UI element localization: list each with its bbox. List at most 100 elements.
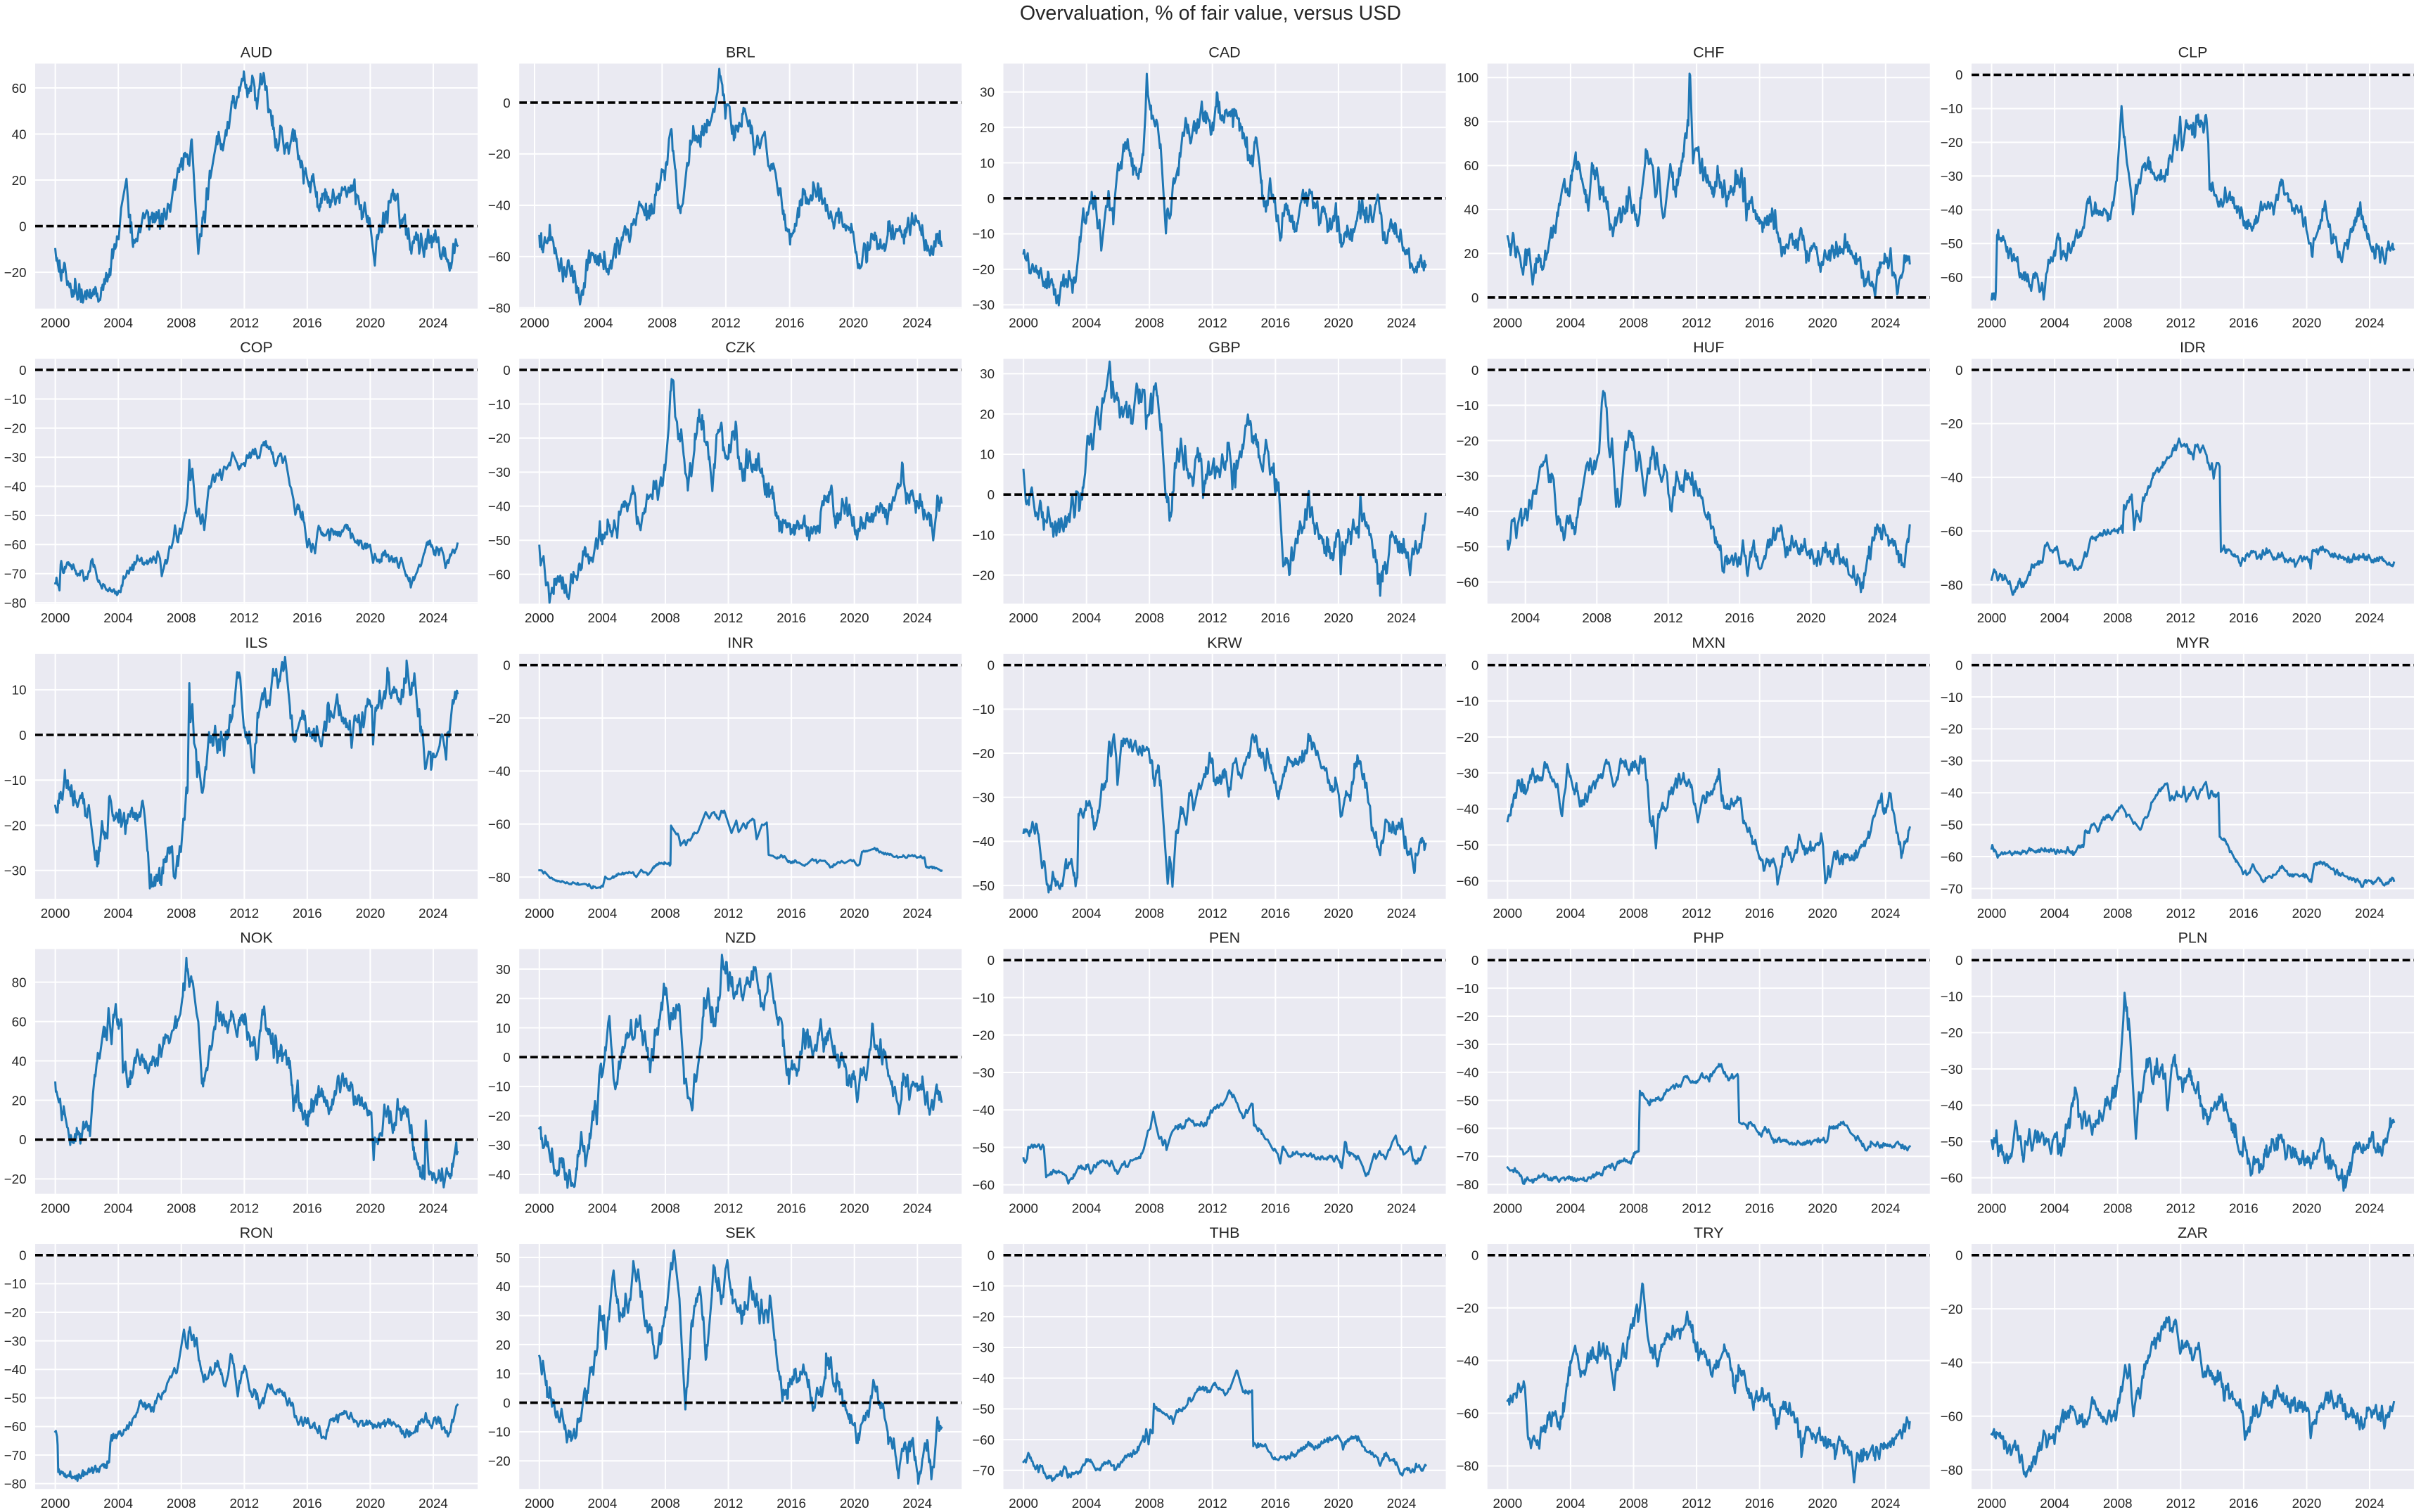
svg-text:−60: −60 (488, 567, 511, 582)
svg-text:10: 10 (496, 1020, 511, 1035)
svg-text:20: 20 (496, 1338, 511, 1352)
svg-text:−30: −30 (488, 465, 511, 480)
svg-text:−40: −40 (1941, 203, 1963, 217)
svg-text:−30: −30 (1456, 766, 1478, 781)
svg-text:0: 0 (988, 658, 995, 672)
svg-text:0: 0 (1471, 658, 1478, 672)
svg-text:2000: 2000 (41, 1496, 70, 1511)
svg-text:2020: 2020 (356, 610, 385, 625)
svg-text:2024: 2024 (1871, 1200, 1901, 1215)
svg-text:−20: −20 (972, 568, 995, 583)
svg-text:2024: 2024 (902, 610, 932, 625)
svg-text:−40: −40 (488, 499, 511, 514)
svg-text:2008: 2008 (651, 1496, 680, 1511)
svg-text:2012: 2012 (229, 1200, 259, 1215)
svg-text:60: 60 (12, 1014, 27, 1029)
svg-text:2024: 2024 (1871, 1496, 1901, 1511)
svg-text:2024: 2024 (902, 1496, 932, 1511)
svg-text:2008: 2008 (1619, 1496, 1649, 1511)
svg-text:2024: 2024 (1871, 316, 1901, 331)
svg-text:−50: −50 (1941, 1134, 1963, 1149)
svg-text:RON: RON (240, 1224, 274, 1241)
svg-text:PEN: PEN (1209, 929, 1240, 946)
svg-text:2004: 2004 (103, 906, 133, 921)
svg-text:2008: 2008 (1135, 316, 1164, 331)
svg-text:30: 30 (496, 962, 511, 977)
svg-text:2012: 2012 (1682, 906, 1711, 921)
svg-text:2024: 2024 (1387, 1200, 1417, 1215)
svg-text:2020: 2020 (1808, 906, 1837, 921)
svg-text:0: 0 (19, 363, 26, 378)
svg-text:2012: 2012 (1682, 316, 1711, 331)
svg-text:−60: −60 (1941, 1409, 1963, 1424)
svg-text:−80: −80 (488, 870, 511, 885)
svg-text:2000: 2000 (1493, 1200, 1522, 1215)
svg-text:−50: −50 (1456, 539, 1478, 554)
svg-text:−30: −30 (972, 1340, 995, 1355)
svg-text:−20: −20 (4, 1172, 27, 1186)
svg-text:−10: −10 (488, 1079, 511, 1094)
svg-text:2016: 2016 (777, 1200, 806, 1215)
svg-text:2024: 2024 (2355, 906, 2384, 921)
svg-text:−30: −30 (972, 1065, 995, 1080)
svg-text:30: 30 (980, 84, 995, 99)
svg-text:2000: 2000 (1009, 610, 1038, 625)
svg-text:2020: 2020 (840, 1496, 869, 1511)
svg-text:−20: −20 (1456, 1301, 1478, 1316)
svg-text:2000: 2000 (1493, 1496, 1522, 1511)
svg-text:−60: −60 (4, 1419, 27, 1434)
svg-text:2008: 2008 (167, 1200, 196, 1215)
svg-text:AUD: AUD (241, 44, 272, 61)
svg-text:−10: −10 (1941, 690, 1963, 705)
svg-text:2004: 2004 (588, 610, 618, 625)
svg-text:2012: 2012 (2166, 316, 2195, 331)
svg-text:0: 0 (1955, 68, 1962, 82)
svg-text:2008: 2008 (2103, 316, 2133, 331)
svg-text:−40: −40 (972, 1371, 995, 1385)
svg-text:2020: 2020 (1808, 1200, 1837, 1215)
svg-text:2016: 2016 (2229, 610, 2259, 625)
svg-text:2000: 2000 (1009, 316, 1038, 331)
svg-text:−40: −40 (1456, 504, 1478, 519)
svg-text:2016: 2016 (777, 610, 806, 625)
svg-text:−60: −60 (4, 537, 27, 552)
svg-text:NZD: NZD (725, 929, 756, 946)
svg-text:−60: −60 (1456, 873, 1478, 888)
svg-text:2024: 2024 (2355, 1200, 2384, 1215)
svg-text:2012: 2012 (1198, 1496, 1227, 1511)
svg-text:−60: −60 (1941, 524, 1963, 539)
svg-text:−30: −30 (4, 1333, 27, 1348)
svg-text:−60: −60 (1941, 270, 1963, 285)
svg-text:−60: −60 (488, 817, 511, 832)
svg-text:−50: −50 (972, 878, 995, 893)
svg-text:20: 20 (12, 173, 27, 188)
svg-text:−40: −40 (4, 1362, 27, 1377)
svg-text:2020: 2020 (1324, 906, 1353, 921)
svg-text:2020: 2020 (356, 1200, 385, 1215)
svg-text:2000: 2000 (525, 610, 554, 625)
svg-text:80: 80 (12, 975, 27, 989)
svg-text:2016: 2016 (2229, 906, 2259, 921)
svg-text:20: 20 (1464, 246, 1478, 261)
svg-text:2008: 2008 (1619, 1200, 1649, 1215)
svg-text:2016: 2016 (293, 1496, 322, 1511)
svg-text:2008: 2008 (651, 610, 680, 625)
svg-text:20: 20 (496, 992, 511, 1006)
svg-text:−20: −20 (488, 431, 511, 446)
svg-text:BRL: BRL (726, 44, 755, 61)
svg-text:−50: −50 (1456, 838, 1478, 852)
svg-text:2008: 2008 (1135, 1200, 1164, 1215)
svg-text:−30: −30 (488, 1138, 511, 1153)
svg-text:−10: −10 (1456, 694, 1478, 709)
svg-text:−10: −10 (972, 990, 995, 1005)
svg-text:2020: 2020 (1808, 316, 1837, 331)
svg-text:2024: 2024 (419, 906, 448, 921)
svg-text:−10: −10 (488, 397, 511, 411)
svg-text:2020: 2020 (356, 316, 385, 331)
svg-text:−60: −60 (1941, 1171, 1963, 1186)
svg-text:−20: −20 (488, 1454, 511, 1468)
svg-text:−50: −50 (488, 533, 511, 548)
svg-text:80: 80 (1464, 115, 1478, 129)
svg-text:2020: 2020 (840, 1200, 869, 1215)
svg-text:2004: 2004 (1072, 316, 1101, 331)
